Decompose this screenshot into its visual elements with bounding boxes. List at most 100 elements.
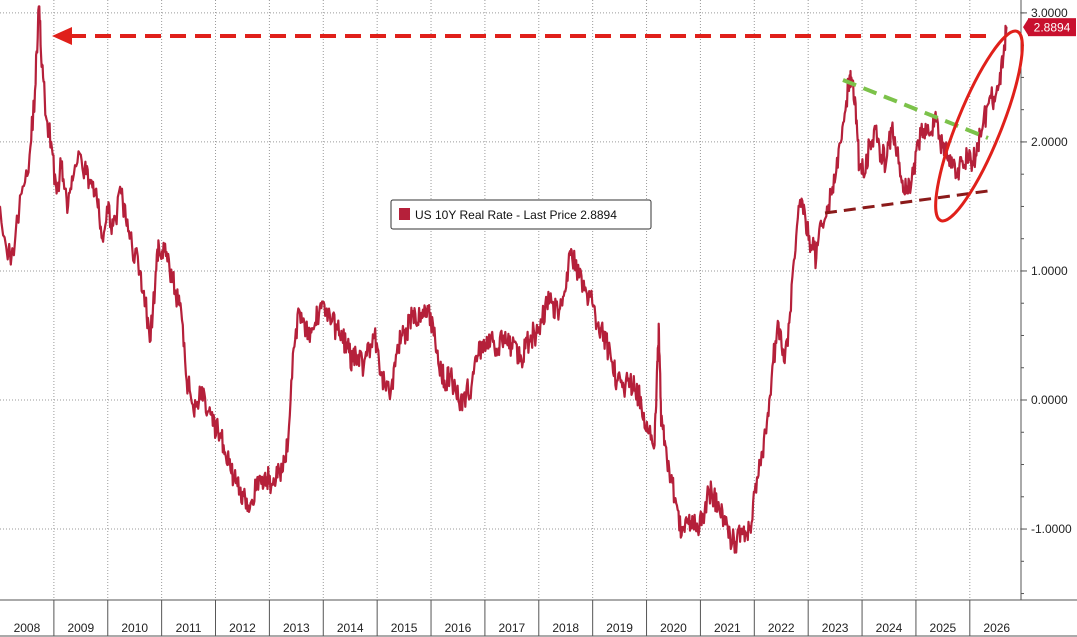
series-layer	[0, 5, 1008, 554]
data-point	[912, 173, 915, 176]
data-point	[890, 128, 893, 130]
y-tick-label: 3.0000	[1031, 6, 1068, 20]
data-point	[513, 341, 516, 343]
y-tick-label: -1.0000	[1031, 522, 1072, 536]
data-point	[292, 347, 295, 350]
data-point	[691, 515, 694, 517]
data-point	[44, 115, 47, 117]
data-point	[788, 321, 791, 324]
data-point	[756, 476, 758, 479]
data-point	[854, 102, 857, 105]
data-point	[739, 528, 742, 530]
data-point	[950, 166, 952, 169]
data-point	[502, 334, 505, 337]
data-point	[632, 386, 634, 388]
data-point	[826, 205, 828, 208]
data-point	[459, 399, 462, 401]
data-point	[616, 379, 618, 382]
data-point	[540, 321, 543, 324]
data-point	[228, 463, 230, 466]
data-point	[66, 212, 69, 214]
data-point	[443, 379, 446, 382]
data-point	[195, 405, 198, 408]
data-point	[271, 483, 273, 485]
data-point	[303, 321, 306, 324]
data-point	[148, 341, 151, 343]
x-tick-label: 2021	[714, 621, 741, 635]
data-point	[308, 341, 311, 343]
data-point	[492, 341, 494, 343]
data-point	[101, 237, 104, 240]
data-point	[244, 495, 247, 498]
data-point	[438, 366, 440, 369]
data-point	[815, 257, 818, 259]
data-point	[578, 276, 581, 279]
data-point	[282, 470, 284, 472]
data-point	[454, 386, 457, 388]
data-point	[179, 302, 182, 305]
legend-swatch	[399, 208, 410, 220]
y-tick-label: 1.0000	[1031, 264, 1068, 278]
data-point	[529, 334, 532, 337]
data-point	[79, 153, 82, 156]
data-point	[41, 63, 43, 66]
data-point	[982, 121, 985, 124]
last-price-tag: 2.8894	[1023, 18, 1076, 37]
data-point	[217, 431, 220, 434]
data-point	[567, 263, 570, 266]
data-point	[34, 89, 36, 92]
data-point	[524, 347, 527, 350]
data-point	[810, 244, 812, 247]
price-tag-pointer	[1023, 19, 1028, 36]
data-point	[589, 295, 591, 298]
data-point	[389, 392, 392, 395]
data-point	[664, 444, 667, 447]
data-point	[174, 289, 177, 292]
data-point	[971, 160, 974, 163]
data-point	[546, 302, 548, 305]
downtrend-line	[842, 78, 989, 140]
data-point	[319, 302, 322, 305]
data-point	[106, 212, 109, 214]
legend: US 10Y Real Rate - Last Price 2.8894	[390, 199, 652, 230]
data-point	[470, 386, 473, 388]
data-point	[610, 360, 613, 363]
data-point	[449, 373, 451, 376]
x-tick-label: 2012	[229, 621, 256, 635]
data-point	[481, 341, 484, 343]
data-point	[96, 199, 98, 201]
x-tick-label: 2020	[660, 621, 687, 635]
data-point	[836, 166, 839, 169]
data-point	[475, 360, 478, 363]
data-point	[341, 334, 343, 337]
data-point	[621, 386, 624, 388]
data-point	[416, 321, 419, 324]
data-point	[422, 308, 424, 311]
data-point	[9, 263, 12, 266]
x-tick-label: 2014	[337, 621, 364, 635]
data-point	[432, 334, 435, 337]
data-point	[154, 283, 157, 285]
data-point	[885, 160, 888, 163]
data-point	[966, 153, 968, 156]
data-point	[346, 347, 349, 350]
data-point	[850, 76, 853, 79]
data-point	[993, 95, 995, 98]
data-point	[896, 153, 898, 156]
data-point	[863, 173, 866, 176]
data-point	[37, 5, 40, 8]
x-tick-label: 2018	[552, 621, 579, 635]
data-point	[497, 347, 500, 350]
x-tick-label: 2009	[67, 621, 94, 635]
data-point	[939, 141, 942, 143]
data-point	[1005, 26, 1008, 29]
data-point	[626, 379, 629, 382]
data-point	[987, 102, 990, 105]
data-point	[831, 186, 834, 189]
data-point	[772, 360, 775, 363]
data-point	[955, 173, 958, 176]
data-point	[599, 328, 602, 330]
breakout-circle	[934, 29, 1024, 223]
data-point	[901, 179, 904, 182]
